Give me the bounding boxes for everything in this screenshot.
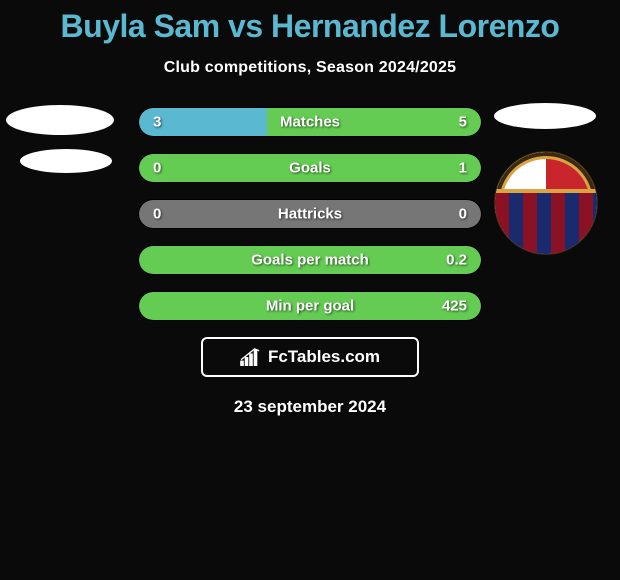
stat-left-value: 3 [153, 114, 161, 131]
player-right-avatar [492, 103, 602, 273]
stat-left-value: 0 [153, 160, 161, 177]
bars-icon [240, 348, 262, 366]
date-text: 23 september 2024 [0, 397, 620, 417]
stat-row: 0 1 Goals [138, 153, 482, 183]
stat-row: 3 5 Matches [138, 107, 482, 137]
stat-row: 425 Min per goal [138, 291, 482, 321]
stat-label: Goals per match [251, 252, 369, 269]
stat-right-value: 1 [459, 160, 467, 177]
player-left-avatar [6, 105, 126, 185]
stat-label: Hattricks [278, 206, 342, 223]
comparison-chart: 3 5 Matches 0 1 Goals 0 0 Hattricks 0.2 Goals per … [0, 107, 620, 321]
stat-row: 0.2 Goals per match [138, 245, 482, 275]
brand-text: FcTables.com [268, 347, 380, 367]
stat-rows: 3 5 Matches 0 1 Goals 0 0 Hattricks 0.2 Goals per … [138, 107, 482, 321]
stat-label: Matches [280, 114, 340, 131]
avatar-oval [20, 149, 112, 173]
avatar-oval [494, 103, 596, 129]
club-crest-icon [494, 151, 598, 255]
stat-right-value: 0.2 [446, 252, 467, 269]
avatar-oval [6, 105, 114, 135]
stat-left-value: 0 [153, 206, 161, 223]
page-title: Buyla Sam vs Hernandez Lorenzo [0, 0, 620, 45]
stat-right-value: 425 [442, 298, 467, 315]
stat-row: 0 0 Hattricks [138, 199, 482, 229]
brand-badge: FcTables.com [201, 337, 419, 377]
subtitle-text: Club competitions, Season 2024/2025 [0, 59, 620, 77]
stat-right-value: 5 [459, 114, 467, 131]
stat-label: Goals [289, 160, 331, 177]
stat-label: Min per goal [266, 298, 354, 315]
stat-right-value: 0 [459, 206, 467, 223]
